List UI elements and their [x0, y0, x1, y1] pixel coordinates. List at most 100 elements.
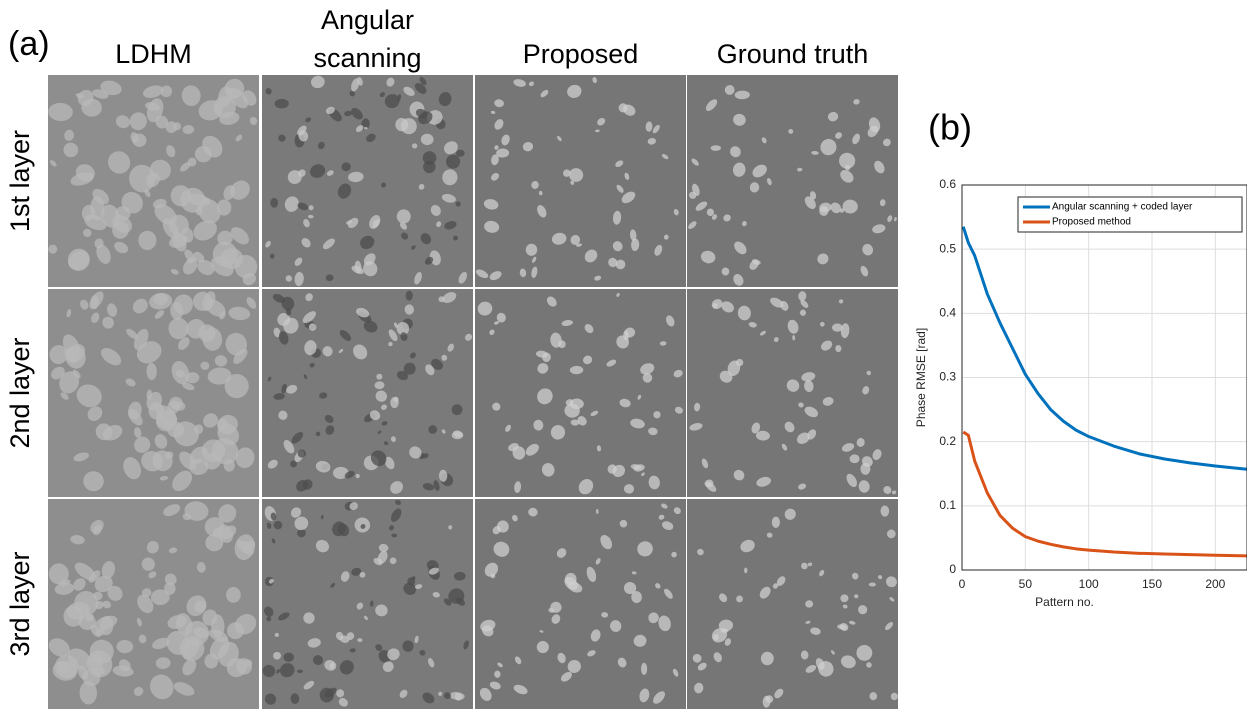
- cell-blob: [443, 692, 452, 700]
- cell-blob: [615, 160, 624, 167]
- cell-blob: [655, 583, 661, 589]
- cell-blob: [874, 160, 885, 174]
- cell-blob: [849, 454, 860, 464]
- cell-blob: [94, 238, 104, 249]
- cell-blob: [827, 111, 839, 122]
- cell-blob: [831, 650, 835, 655]
- cell-blob: [661, 521, 674, 531]
- cell-blob: [294, 271, 304, 287]
- cell-blob: [584, 324, 594, 334]
- legend-label: Proposed method: [1052, 217, 1131, 228]
- cell-blob: [363, 320, 378, 333]
- cell-blob: [475, 269, 489, 279]
- cell-blob: [464, 333, 473, 341]
- cell-blob: [381, 404, 387, 410]
- cell-blob: [270, 512, 277, 521]
- cell-blob: [807, 429, 817, 440]
- cell-blob: [402, 640, 414, 652]
- cell-blob: [409, 446, 422, 459]
- cell-blob: [447, 343, 455, 352]
- cell-blob: [479, 687, 492, 701]
- image-cell: [262, 75, 473, 287]
- cell-blob: [842, 604, 848, 609]
- cell-blob: [550, 332, 562, 348]
- cell-blob: [631, 238, 640, 252]
- cell-blob: [723, 214, 731, 222]
- cell-blob: [787, 319, 799, 334]
- cell-blob: [561, 320, 573, 327]
- cell-blob: [856, 644, 873, 661]
- cell-blob: [882, 138, 891, 147]
- cell-blob: [102, 600, 112, 609]
- cell-blob: [339, 660, 354, 675]
- cell-blob: [740, 539, 755, 553]
- cell-blob: [264, 606, 274, 617]
- cell-blob: [496, 312, 506, 323]
- y-tick-label: 0.3: [939, 370, 956, 384]
- cell-blob: [720, 628, 729, 633]
- cell-blob: [149, 674, 174, 700]
- cell-blob: [719, 370, 733, 383]
- cell-blob: [290, 507, 302, 518]
- cell-blob: [196, 561, 206, 573]
- cell-blob: [389, 525, 394, 531]
- cell-blob: [595, 558, 601, 565]
- cell-blob: [811, 151, 819, 155]
- cell-blob: [862, 243, 874, 256]
- cell-blob: [401, 232, 409, 240]
- cell-blob: [759, 586, 771, 599]
- image-cell: [48, 499, 259, 709]
- cell-blob: [822, 396, 834, 406]
- cell-blob: [95, 629, 106, 636]
- cell-blob: [165, 121, 178, 133]
- cell-blob: [164, 582, 176, 595]
- cell-blob: [724, 85, 735, 95]
- cell-blob: [396, 370, 409, 381]
- cell-blob: [369, 410, 381, 421]
- cell-blob: [279, 663, 295, 678]
- y-tick-label: 0.6: [939, 177, 956, 191]
- cell-blob: [577, 416, 587, 426]
- cell-blob: [370, 450, 387, 467]
- cell-blob: [880, 505, 890, 517]
- cell-blob: [363, 126, 368, 130]
- cell-blob: [148, 571, 157, 579]
- cell-blob: [567, 659, 581, 673]
- cell-blob: [194, 600, 207, 613]
- cell-blob: [595, 129, 600, 133]
- cell-blob: [612, 241, 623, 252]
- cell-blob: [125, 378, 136, 387]
- cell-blob: [411, 143, 418, 149]
- cell-blob: [389, 557, 397, 565]
- cell-blob: [673, 208, 679, 216]
- cell-blob: [153, 292, 168, 306]
- cell-blob: [315, 460, 331, 473]
- cell-blob: [596, 509, 599, 514]
- cell-blob: [373, 557, 383, 566]
- x-tick-label: 200: [1205, 577, 1225, 591]
- cell-blob: [820, 321, 825, 327]
- cell-blob: [290, 693, 300, 705]
- cell-blob: [200, 361, 210, 370]
- cell-blob: [211, 256, 234, 277]
- cell-blob: [889, 597, 895, 602]
- cell-blob: [658, 615, 671, 632]
- image-cell: [475, 75, 686, 287]
- cell-blob: [303, 612, 315, 624]
- cell-blob: [617, 657, 627, 668]
- cell-blob: [154, 310, 165, 319]
- cell-blob: [776, 576, 786, 586]
- y-tick-label: 0.5: [939, 241, 956, 255]
- cell-blob: [781, 443, 788, 451]
- cell-blob: [89, 291, 104, 310]
- cell-blob: [163, 504, 181, 517]
- cell-blob: [815, 658, 825, 670]
- cell-blob: [207, 367, 232, 385]
- cell-blob: [724, 638, 731, 646]
- cell-blob: [168, 317, 189, 340]
- cell-blob: [621, 191, 636, 204]
- cell-blob: [166, 145, 176, 158]
- cell-blob: [568, 168, 584, 182]
- cell-blob: [705, 481, 717, 492]
- cell-blob: [203, 413, 218, 428]
